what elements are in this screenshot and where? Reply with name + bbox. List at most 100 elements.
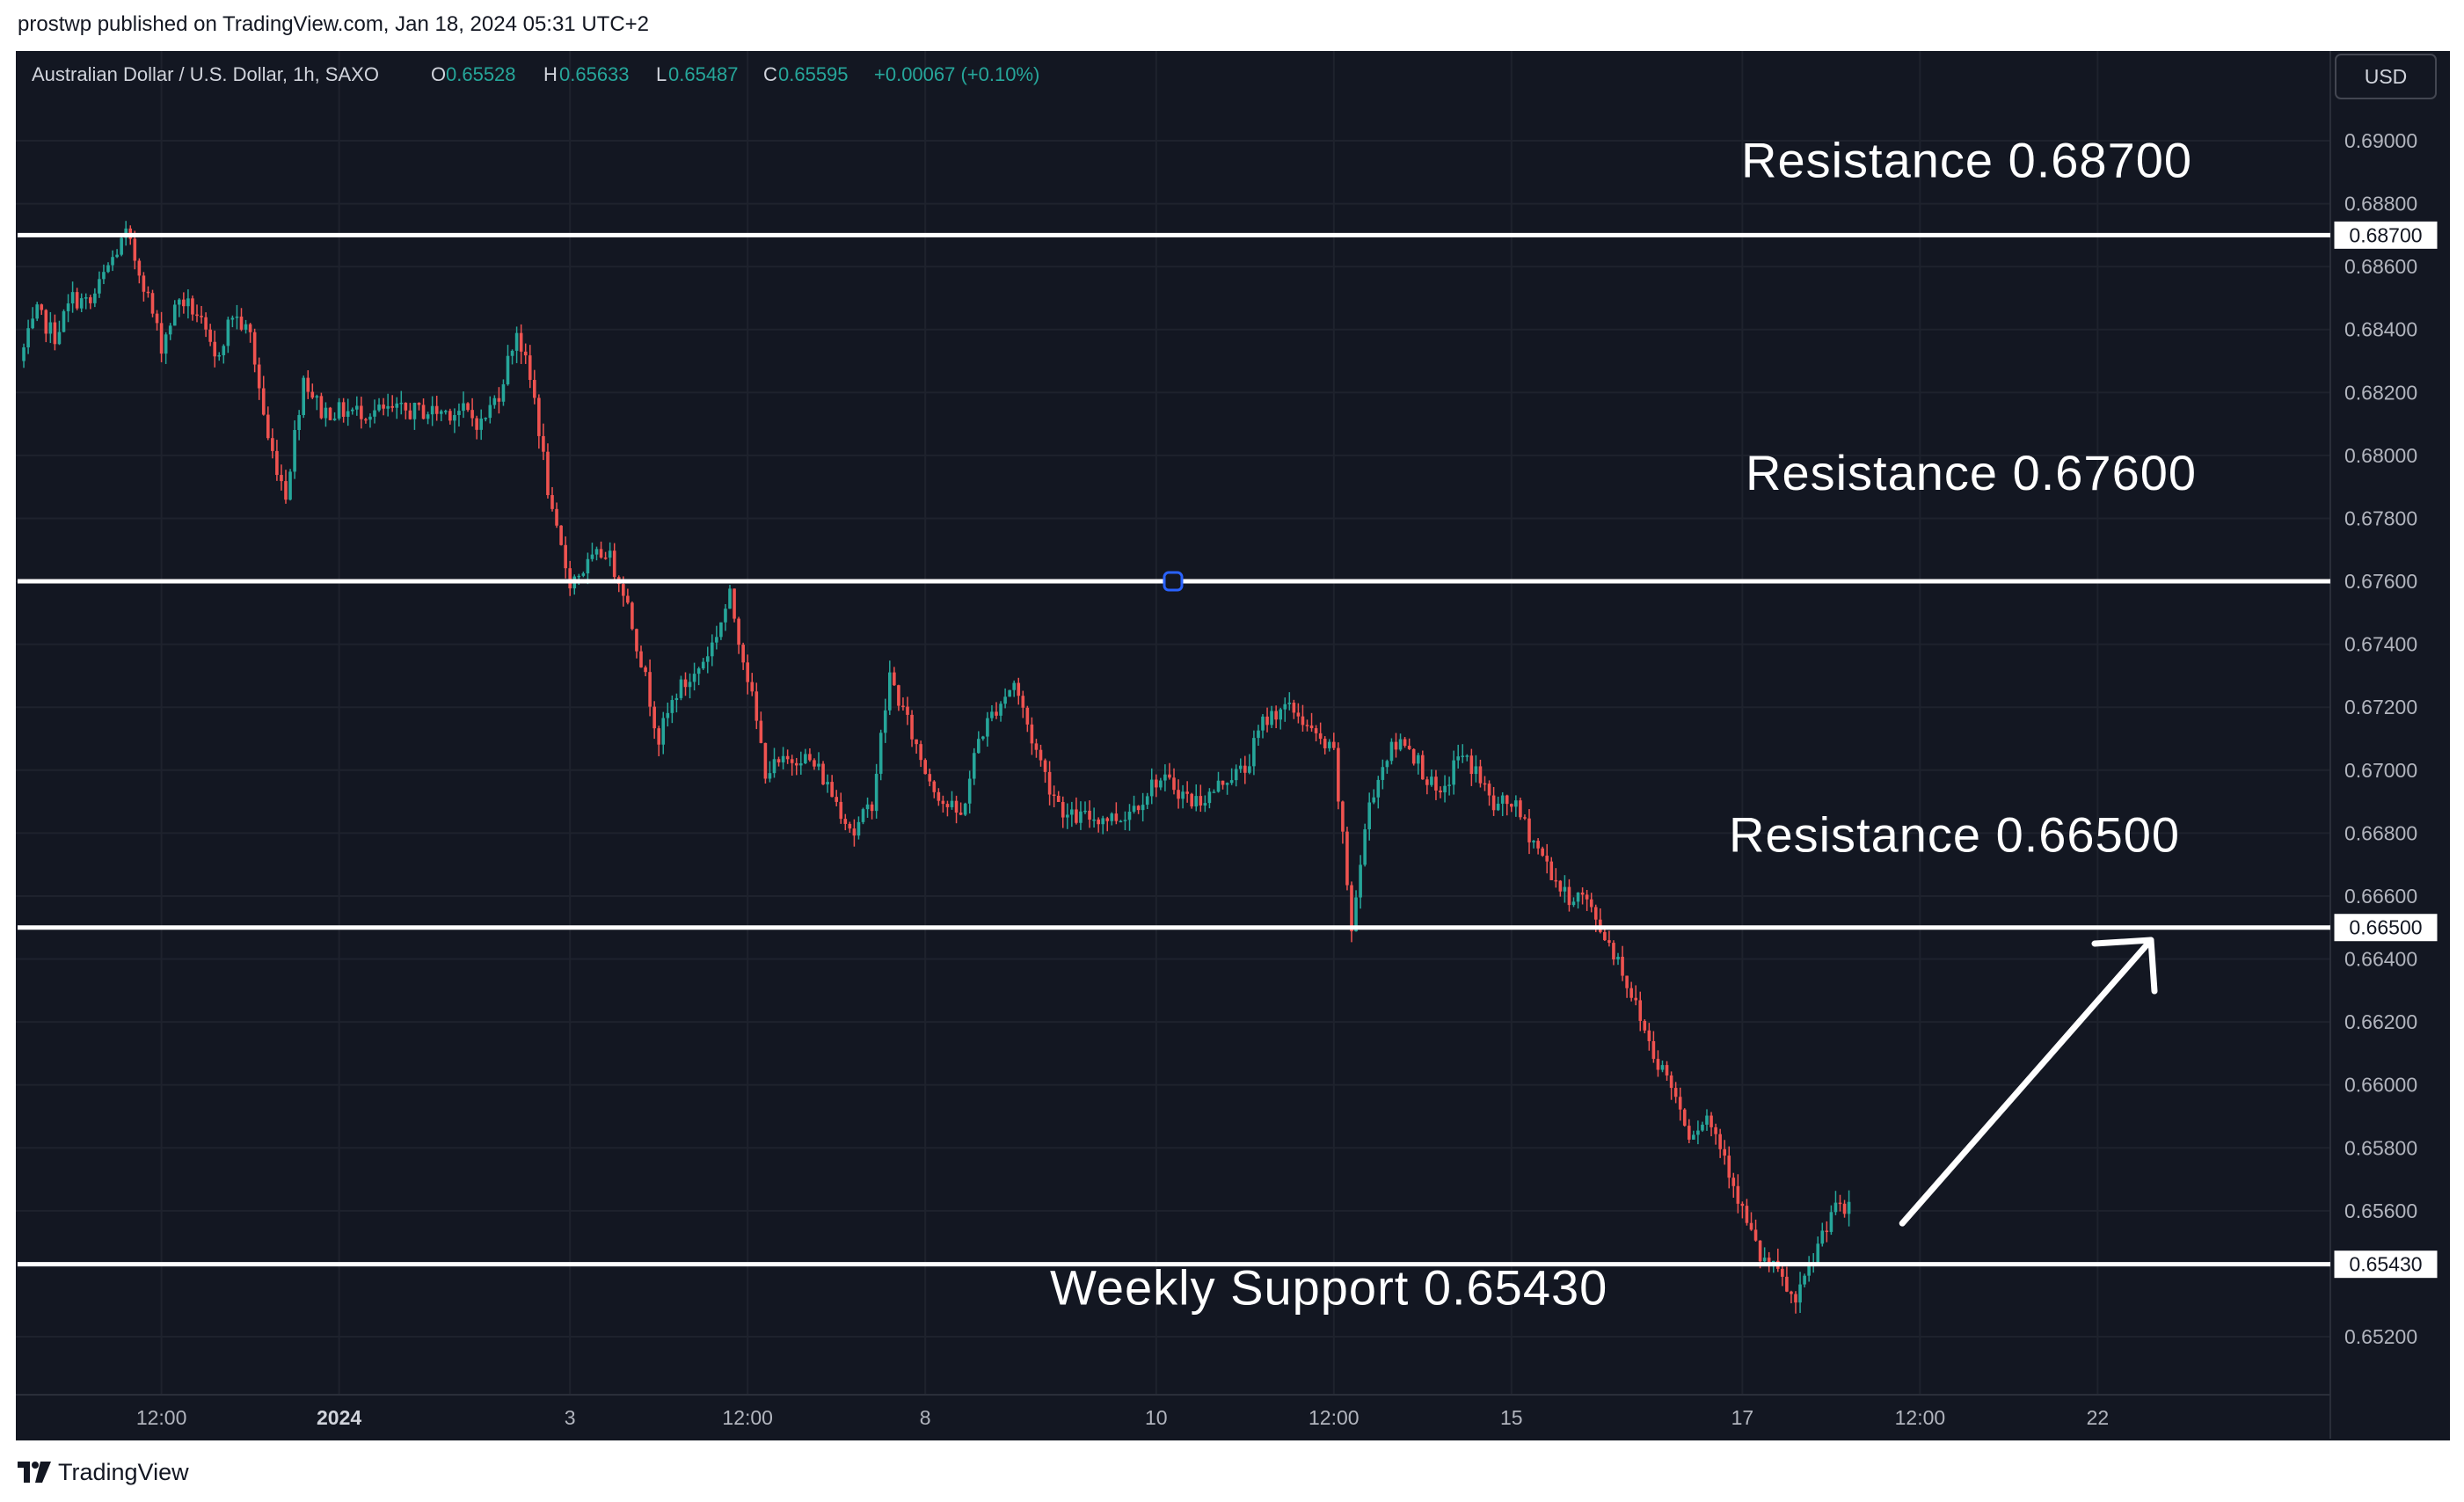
candle-body[interactable] — [288, 471, 292, 500]
candle-body[interactable] — [1643, 1020, 1647, 1031]
candle-body[interactable] — [395, 403, 399, 408]
candle-body[interactable] — [1354, 897, 1358, 932]
candle-body[interactable] — [1261, 716, 1265, 731]
candle-body[interactable] — [937, 791, 941, 801]
candle-body[interactable] — [44, 310, 48, 334]
candle-body[interactable] — [1101, 818, 1104, 825]
candle-body[interactable] — [652, 706, 656, 729]
candle-body[interactable] — [324, 407, 328, 419]
candle-body[interactable] — [434, 405, 439, 414]
candle-body[interactable] — [1327, 741, 1331, 748]
candle-body[interactable] — [1532, 841, 1535, 842]
candle-body[interactable] — [146, 291, 150, 294]
candle-body[interactable] — [1629, 988, 1633, 998]
candle-body[interactable] — [70, 292, 75, 304]
candle-body[interactable] — [178, 299, 181, 305]
candle-body[interactable] — [1221, 780, 1225, 785]
candle-body[interactable] — [1337, 747, 1340, 802]
candle-body[interactable] — [1145, 796, 1149, 806]
candle-body[interactable] — [470, 410, 474, 419]
candle-body[interactable] — [155, 313, 159, 324]
candle-body[interactable] — [857, 821, 861, 836]
candle-body[interactable] — [581, 572, 586, 576]
candle-body[interactable] — [679, 679, 683, 698]
candle-body[interactable] — [1301, 716, 1305, 725]
candle-body[interactable] — [426, 414, 430, 419]
candle-body[interactable] — [999, 704, 1002, 716]
candle-body[interactable] — [40, 304, 44, 310]
candle-body[interactable] — [26, 328, 30, 348]
candle-body[interactable] — [1833, 1202, 1838, 1213]
candle-body[interactable] — [1416, 755, 1420, 764]
candle-body[interactable] — [332, 418, 337, 420]
candles[interactable] — [22, 221, 1851, 1314]
candle-body[interactable] — [1159, 780, 1163, 788]
candle-body[interactable] — [1181, 791, 1185, 799]
candle-body[interactable] — [631, 602, 634, 630]
candle-body[interactable] — [719, 622, 723, 638]
candle-body[interactable] — [261, 388, 266, 415]
candle-body[interactable] — [915, 739, 918, 745]
candle-body[interactable] — [84, 297, 88, 299]
candle-body[interactable] — [1447, 784, 1451, 786]
candle-body[interactable] — [1461, 755, 1465, 757]
candle-body[interactable] — [1807, 1265, 1811, 1276]
candle-body[interactable] — [1372, 797, 1376, 803]
candle-body[interactable] — [755, 691, 759, 721]
candle-body[interactable] — [466, 403, 470, 411]
candle-body[interactable] — [275, 450, 279, 476]
candle-body[interactable] — [48, 322, 53, 334]
candle-body[interactable] — [1701, 1124, 1704, 1131]
candle-body[interactable] — [963, 803, 967, 815]
candle-body[interactable] — [217, 354, 222, 357]
candle-body[interactable] — [1696, 1130, 1700, 1135]
candle-body[interactable] — [1727, 1156, 1731, 1178]
candle-body[interactable] — [1350, 885, 1353, 932]
candle-body[interactable] — [271, 438, 274, 451]
candle-body[interactable] — [981, 736, 985, 740]
candle-body[interactable] — [89, 297, 92, 303]
candle-body[interactable] — [1673, 1088, 1678, 1097]
candle-body[interactable] — [990, 711, 994, 718]
candle-body[interactable] — [150, 293, 155, 314]
candle-body[interactable] — [1385, 761, 1389, 768]
candle-body[interactable] — [22, 347, 26, 361]
candle-body[interactable] — [1092, 819, 1096, 821]
candle-body[interactable] — [644, 667, 647, 673]
candle-body[interactable] — [1519, 800, 1522, 818]
candle-body[interactable] — [1603, 931, 1607, 941]
candle-body[interactable] — [115, 254, 119, 258]
price-levels[interactable]: 0.68700 0.66500 0.65430 — [18, 220, 2438, 1280]
candle-body[interactable] — [1536, 841, 1540, 849]
candle-body[interactable] — [1430, 777, 1433, 785]
candle-body[interactable] — [1155, 779, 1158, 788]
candle-body[interactable] — [1168, 774, 1171, 778]
candle-body[interactable] — [479, 418, 483, 430]
candle-body[interactable] — [1798, 1284, 1802, 1303]
candle-body[interactable] — [1541, 848, 1544, 857]
candle-body[interactable] — [977, 739, 980, 754]
candle-body[interactable] — [1491, 795, 1496, 811]
candle-body[interactable] — [1123, 820, 1127, 821]
currency-button-frame[interactable] — [2335, 54, 2437, 99]
currency-label[interactable]: USD — [2365, 65, 2408, 88]
candle-body[interactable] — [1274, 711, 1278, 720]
candle-body[interactable] — [1225, 783, 1229, 785]
candle-body[interactable] — [741, 645, 745, 663]
candle-body[interactable] — [475, 418, 478, 430]
candle-body[interactable] — [577, 575, 581, 578]
candle-body[interactable] — [1589, 899, 1593, 908]
candle-body[interactable] — [1056, 795, 1061, 802]
candle-body[interactable] — [1234, 769, 1238, 781]
candle-body[interactable] — [1452, 760, 1455, 785]
candle-body[interactable] — [1736, 1185, 1740, 1204]
candle-body[interactable] — [995, 711, 998, 716]
candle-body[interactable] — [213, 341, 216, 357]
candle-body[interactable] — [1829, 1212, 1833, 1232]
candle-body[interactable] — [972, 753, 976, 779]
candle-body[interactable] — [1660, 1065, 1665, 1070]
candle-body[interactable] — [843, 819, 848, 824]
candle-body[interactable] — [1332, 741, 1336, 748]
candle-body[interactable] — [1199, 796, 1203, 806]
candle-body[interactable] — [1425, 779, 1429, 785]
